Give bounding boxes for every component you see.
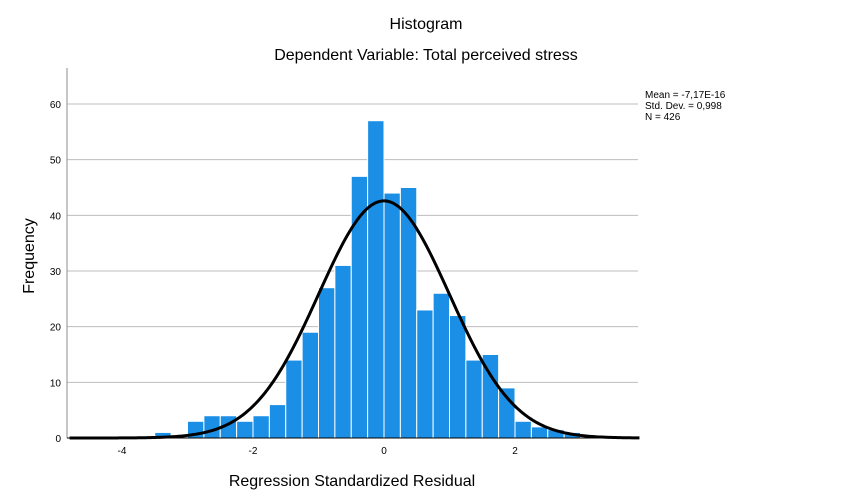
y-tick-label: 50 [50, 156, 62, 167]
histogram-bar [432, 292, 450, 439]
stats-std-dev: Std. Dev. = 0,998 [645, 101, 722, 112]
histogram-bar [383, 192, 401, 439]
x-axis-title: Regression Standardized Residual [229, 473, 475, 490]
histogram-bar [465, 359, 483, 439]
histogram-bar [416, 309, 434, 439]
histogram-bar [268, 404, 287, 439]
x-tick-label: 2 [512, 446, 518, 457]
x-tick-label: -4 [118, 446, 127, 457]
histogram-bar [301, 331, 319, 439]
y-axis-title: Frequency [21, 218, 38, 294]
histogram-bar [252, 415, 270, 439]
y-tick-label: 0 [55, 434, 61, 445]
histogram-bar [285, 359, 303, 439]
normal-curve-layer [69, 199, 640, 440]
y-tick-label: 30 [50, 267, 62, 278]
histogram-bar [318, 287, 336, 439]
axes [66, 68, 638, 439]
normal-curve [69, 199, 640, 440]
y-tick-label: 20 [50, 323, 62, 334]
histogram-bar [514, 420, 532, 439]
x-tick-label: 0 [381, 446, 387, 457]
stats-mean: Mean = -7,17E-16 [645, 90, 726, 101]
stats-n: N = 426 [645, 112, 681, 123]
chart-title: Histogram [390, 16, 463, 33]
y-tick-label: 10 [50, 378, 62, 389]
tick-labels: 0 10 20 30 40 50 60 -4 -2 0 2 [50, 100, 518, 457]
chart-subtitle: Dependent Variable: Total perceived stre… [274, 47, 578, 64]
y-tick-label: 60 [50, 100, 62, 111]
histogram-bar [367, 120, 385, 439]
histogram-bars [154, 120, 581, 439]
y-tick-label: 40 [50, 211, 62, 222]
histogram-bar [203, 415, 221, 439]
histogram-bar [236, 420, 254, 439]
histogram-bar [530, 426, 549, 439]
stats-box: Mean = -7,17E-16 Std. Dev. = 0,998 N = 4… [645, 90, 726, 123]
x-tick-label: -2 [249, 446, 258, 457]
histogram-bar [334, 264, 352, 439]
histogram-bar [449, 315, 467, 439]
